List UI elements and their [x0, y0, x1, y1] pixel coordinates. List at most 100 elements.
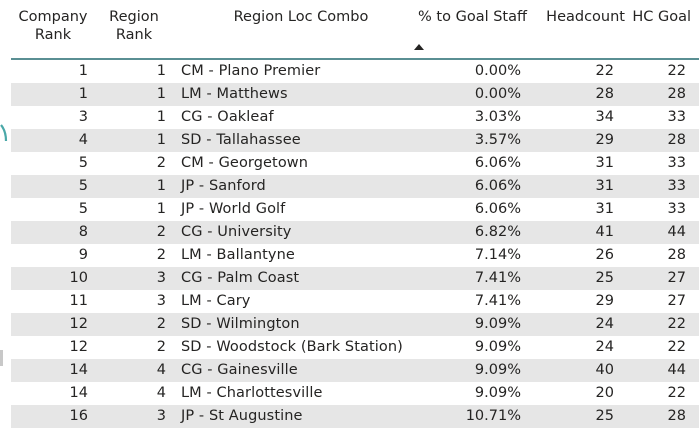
- cell-region-loc-combo: CM - Plano Premier: [181, 63, 321, 79]
- cell-headcount: 20: [595, 385, 614, 401]
- cell-pct-to-goal-staff: 9.09%: [474, 339, 521, 355]
- cell-region-loc-combo: SD - Wilmington: [181, 316, 300, 332]
- cell-hc-goal: 28: [667, 86, 686, 102]
- cell-hc-goal: 22: [667, 385, 686, 401]
- cell-pct-to-goal-staff: 9.09%: [474, 385, 521, 401]
- cell-pct-to-goal-staff: 3.57%: [474, 132, 521, 148]
- cell-company-rank: 1: [78, 63, 88, 79]
- cell-pct-to-goal-staff: 10.71%: [465, 408, 521, 424]
- cell-company-rank: 9: [78, 247, 88, 263]
- cell-region-rank: 2: [156, 224, 166, 240]
- cell-headcount: 34: [595, 109, 614, 125]
- table-row[interactable]: 3 1 CG - Oakleaf 3.03% 34 33: [11, 106, 699, 129]
- cell-pct-to-goal-staff: 6.06%: [474, 155, 521, 171]
- cell-pct-to-goal-staff: 6.82%: [474, 224, 521, 240]
- cell-region-loc-combo: LM - Cary: [181, 293, 251, 309]
- table-row[interactable]: 10 3 CG - Palm Coast 7.41% 25 27: [11, 267, 699, 290]
- table-row[interactable]: 14 4 LM - Charlottesville 9.09% 20 22: [11, 382, 699, 405]
- column-header-headcount[interactable]: Headcount: [546, 9, 625, 25]
- cell-region-rank: 3: [156, 408, 166, 424]
- cell-region-loc-combo: SD - Tallahassee: [181, 132, 301, 148]
- cell-company-rank: 12: [69, 316, 88, 332]
- cell-pct-to-goal-staff: 0.00%: [474, 63, 521, 79]
- cell-region-loc-combo: CM - Georgetown: [181, 155, 309, 171]
- cell-headcount: 22: [595, 63, 614, 79]
- cell-region-rank: 1: [156, 63, 166, 79]
- cell-region-rank: 1: [156, 201, 166, 217]
- data-table: Company Rank Region Rank Region Loc Comb…: [11, 0, 699, 428]
- cell-region-loc-combo: JP - St Augustine: [181, 408, 303, 424]
- table-row[interactable]: 5 1 JP - World Golf 6.06% 31 33: [11, 198, 699, 221]
- table-row[interactable]: 16 3 JP - St Augustine 10.71% 25 28: [11, 405, 699, 428]
- cell-hc-goal: 28: [667, 132, 686, 148]
- cell-headcount: 24: [595, 316, 614, 332]
- table-row[interactable]: 12 2 SD - Wilmington 9.09% 24 22: [11, 313, 699, 336]
- cell-headcount: 29: [595, 132, 614, 148]
- cell-headcount: 41: [595, 224, 614, 240]
- cell-region-loc-combo: CG - Gainesville: [181, 362, 298, 378]
- column-header-pct-to-goal-staff[interactable]: % to Goal Staff: [418, 9, 527, 25]
- table-row[interactable]: 12 2 SD - Woodstock (Bark Station) 9.09% 24 2…: [11, 336, 699, 359]
- cell-headcount: 26: [595, 247, 614, 263]
- cell-company-rank: 5: [78, 178, 88, 194]
- cell-hc-goal: 44: [667, 224, 686, 240]
- cell-headcount: 24: [595, 339, 614, 355]
- cell-hc-goal: 33: [667, 155, 686, 171]
- table-row[interactable]: 5 2 CM - Georgetown 6.06% 31 33: [11, 152, 699, 175]
- cell-pct-to-goal-staff: 7.41%: [474, 293, 521, 309]
- cell-pct-to-goal-staff: 3.03%: [474, 109, 521, 125]
- table-row[interactable]: 8 2 CG - University 6.82% 41 44: [11, 221, 699, 244]
- sort-ascending-icon[interactable]: [414, 44, 424, 50]
- resize-handle-left[interactable]: [0, 350, 3, 366]
- cell-region-rank: 3: [156, 270, 166, 286]
- cell-company-rank: 10: [69, 270, 88, 286]
- cell-headcount: 31: [595, 201, 614, 217]
- table-row[interactable]: 1 1 CM - Plano Premier 0.00% 22 22: [11, 60, 699, 83]
- column-header-company-rank[interactable]: Company Rank: [18, 9, 88, 43]
- cell-hc-goal: 33: [667, 109, 686, 125]
- table-row[interactable]: 11 3 LM - Cary 7.41% 29 27: [11, 290, 699, 313]
- cell-region-loc-combo: CG - University: [181, 224, 292, 240]
- cell-company-rank: 12: [69, 339, 88, 355]
- cell-hc-goal: 22: [667, 63, 686, 79]
- cell-company-rank: 16: [69, 408, 88, 424]
- cell-region-rank: 2: [156, 247, 166, 263]
- cell-pct-to-goal-staff: 9.09%: [474, 362, 521, 378]
- cell-region-loc-combo: JP - World Golf: [181, 201, 286, 217]
- cell-region-rank: 2: [156, 339, 166, 355]
- cell-headcount: 25: [595, 270, 614, 286]
- column-header-hc-goal[interactable]: HC Goal: [632, 9, 691, 25]
- cell-company-rank: 11: [69, 293, 88, 309]
- cell-pct-to-goal-staff: 7.41%: [474, 270, 521, 286]
- table-header: Company Rank Region Rank Region Loc Comb…: [11, 0, 699, 60]
- cell-pct-to-goal-staff: 7.14%: [474, 247, 521, 263]
- cell-hc-goal: 28: [667, 408, 686, 424]
- cell-company-rank: 3: [78, 109, 88, 125]
- column-header-region-loc-combo[interactable]: Region Loc Combo: [233, 9, 369, 25]
- cell-region-loc-combo: CG - Oakleaf: [181, 109, 274, 125]
- table-row[interactable]: 1 1 LM - Matthews 0.00% 28 28: [11, 83, 699, 106]
- cell-company-rank: 14: [69, 362, 88, 378]
- cell-company-rank: 5: [78, 155, 88, 171]
- cell-region-rank: 1: [156, 178, 166, 194]
- cell-pct-to-goal-staff: 6.06%: [474, 201, 521, 217]
- table-row[interactable]: 9 2 LM - Ballantyne 7.14% 26 28: [11, 244, 699, 267]
- cell-region-rank: 4: [156, 362, 166, 378]
- table-row[interactable]: 4 1 SD - Tallahassee 3.57% 29 28: [11, 129, 699, 152]
- cell-hc-goal: 28: [667, 247, 686, 263]
- cell-region-rank: 2: [156, 316, 166, 332]
- cell-region-rank: 4: [156, 385, 166, 401]
- cell-headcount: 28: [595, 86, 614, 102]
- cell-company-rank: 5: [78, 201, 88, 217]
- cell-region-rank: 3: [156, 293, 166, 309]
- table-row[interactable]: 14 4 CG - Gainesville 9.09% 40 44: [11, 359, 699, 382]
- column-header-region-rank[interactable]: Region Rank: [109, 9, 159, 43]
- cell-region-loc-combo: LM - Charlottesville: [181, 385, 323, 401]
- table-row[interactable]: 5 1 JP - Sanford 6.06% 31 33: [11, 175, 699, 198]
- cell-hc-goal: 33: [667, 178, 686, 194]
- cell-region-rank: 1: [156, 86, 166, 102]
- cell-hc-goal: 33: [667, 201, 686, 217]
- cell-headcount: 25: [595, 408, 614, 424]
- cell-region-rank: 2: [156, 155, 166, 171]
- table-body: 1 1 CM - Plano Premier 0.00% 22 22 1 1 LM - Matt…: [11, 60, 699, 428]
